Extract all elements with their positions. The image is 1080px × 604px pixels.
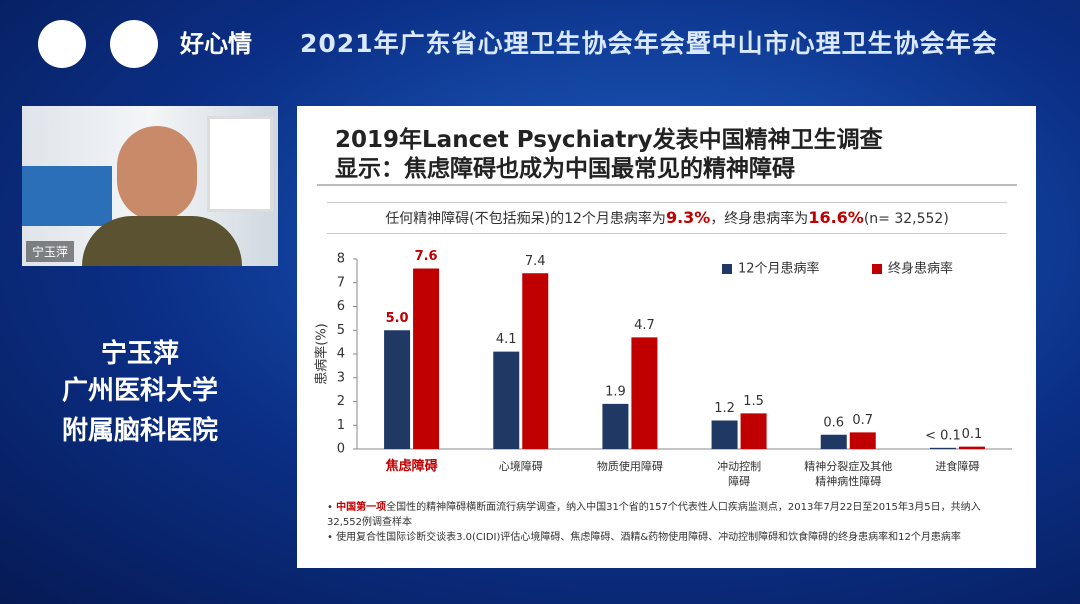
body <box>82 216 242 266</box>
summary-text: ，终身患病率为 <box>710 211 809 227</box>
bar <box>958 446 985 449</box>
bar <box>929 447 956 449</box>
face <box>117 126 197 221</box>
y-tick-label: 5 <box>337 323 345 338</box>
bar <box>522 273 549 449</box>
legend-swatch <box>722 264 732 274</box>
slide-title: 2019年Lancet Psychiatry发表中国精神卫生调查 <box>335 127 883 153</box>
data-label: 0.1 <box>962 427 983 442</box>
divider <box>317 184 1017 186</box>
y-tick-label: 7 <box>337 275 345 290</box>
legend-swatch <box>872 264 882 274</box>
legend-label: 终身患病率 <box>888 261 953 277</box>
note: • 使用复合性国际诊断交谈表3.0(CIDI)评估心境障碍、焦虑障碍、酒精&药物… <box>327 532 961 543</box>
logo <box>110 20 158 68</box>
note-text: 中国第一项 <box>336 502 387 513</box>
summary-value: 9.3% <box>665 208 711 227</box>
data-label: 4.7 <box>634 318 655 333</box>
summary-text: (n= 32,552) <box>863 211 949 227</box>
note-text: 全国性的精神障碍横断面流行病学调查，纳入中国31个省的157个代表性人口疾病监测… <box>327 502 981 528</box>
data-label: 4.1 <box>496 332 517 347</box>
x-tick-label: 进食障碍 <box>935 460 980 473</box>
y-tick-label: 2 <box>337 394 345 409</box>
data-label: 0.7 <box>852 413 873 428</box>
bar <box>711 420 738 449</box>
slide-title: 显示：焦虑障碍也成为中国最常见的精神障碍 <box>335 156 795 182</box>
speaker-line: 广州医科大学 <box>61 376 218 406</box>
note: • 中国第一项全国性的精神障碍横断面流行病学调查，纳入中国31个省的157个代表… <box>327 502 981 528</box>
data-label: 1.2 <box>714 401 735 416</box>
y-tick-label: 3 <box>337 370 345 385</box>
data-label: 1.9 <box>605 384 626 399</box>
summary-value: 16.6% <box>808 208 864 227</box>
note-text: 使用复合性国际诊断交谈表3.0(CIDI)评估心境障碍、焦虑障碍、酒精&药物使用… <box>336 532 961 543</box>
summary-text: 任何精神障碍(不包括痴呆)的12个月患病率为 <box>385 211 666 227</box>
speaker-line: 附属脑科医院 <box>61 416 218 446</box>
y-axis-label: 患病率(%) <box>314 323 330 385</box>
y-tick-label: 0 <box>337 442 345 457</box>
bar <box>413 268 440 449</box>
data-label: 0.6 <box>823 415 844 430</box>
header-title: 2021年广东省心理卫生协会年会暨中山市心理卫生协会年会 <box>300 29 998 58</box>
x-tick-label: 焦虑障碍 <box>385 459 438 474</box>
slide: 2019年Lancet Psychiatry发表中国精神卫生调查 显示：焦虑障碍… <box>297 106 1036 568</box>
chart: 0 1 2 3 4 5 6 7 8 患病率(%) 12个月患病率 5.0 4.1 1.9 1.2 0.6 < 0… <box>314 249 1012 457</box>
speaker-line: 宁玉萍 <box>100 339 179 369</box>
legend-label: 12个月患病率 <box>738 261 820 277</box>
y-tick-label: 1 <box>337 418 345 433</box>
summary: 任何精神障碍(不包括痴呆)的12个月患病率为9.3%，终身患病率为16.6%(n… <box>327 202 1007 234</box>
data-label: 7.4 <box>525 254 546 269</box>
bar <box>602 403 629 449</box>
window <box>207 116 273 212</box>
x-tick-label: 心境障碍 <box>498 460 543 473</box>
bar <box>820 434 847 449</box>
y-tick-label: 8 <box>337 252 345 267</box>
data-label: 5.0 <box>386 311 409 326</box>
y-tick-label: 6 <box>337 299 345 314</box>
name-tag: 宁玉萍 <box>26 241 75 262</box>
data-label: 7.6 <box>415 249 438 264</box>
bar <box>849 432 876 449</box>
y-tick-label: 4 <box>337 347 345 362</box>
sofa <box>22 166 112 226</box>
data-label: 1.5 <box>743 394 764 409</box>
logo <box>38 20 86 68</box>
bar <box>740 413 767 449</box>
video-tile: 宁玉萍 <box>22 106 278 266</box>
data-label: < 0.1 <box>925 428 961 443</box>
bar <box>631 337 658 449</box>
x-tick-label: 冲动控制 障碍 <box>717 460 762 488</box>
brand: 好心情 <box>180 30 252 58</box>
bar <box>493 351 520 449</box>
bar <box>384 330 411 449</box>
x-tick-label: 物质使用障碍 <box>596 460 663 473</box>
notes: • 中国第一项全国性的精神障碍横断面流行病学调查，纳入中国31个省的157个代表… <box>327 500 1007 545</box>
x-tick-label: 精神分裂症及其他 精神病性障碍 <box>804 460 893 488</box>
